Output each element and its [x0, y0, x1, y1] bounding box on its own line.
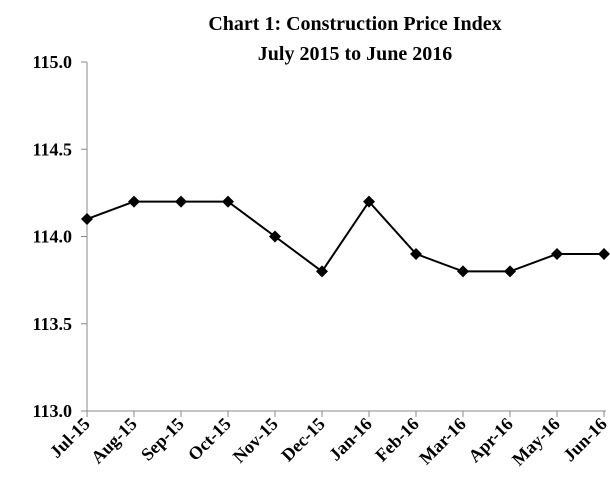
marker	[410, 247, 422, 260]
y-tick-label: 113.5	[32, 314, 72, 334]
marker	[551, 247, 563, 260]
x-tick-label: Apr-16	[464, 414, 517, 467]
marker	[504, 265, 516, 278]
marker	[363, 195, 375, 208]
x-tick-label: Aug-15	[87, 414, 141, 468]
marker	[128, 195, 140, 208]
marker	[81, 213, 93, 226]
data-line	[86, 199, 604, 273]
marker	[457, 265, 469, 278]
y-tick-label: 114.0	[32, 227, 72, 247]
y-tick-label: 114.5	[32, 139, 72, 159]
x-tick-label: Jun-16	[559, 414, 610, 466]
marker	[175, 195, 187, 208]
x-tick-label: Oct-15	[184, 414, 235, 465]
x-tick-label: Mar-16	[415, 414, 470, 469]
y-tick-label: 115.0	[32, 52, 72, 72]
marker	[598, 247, 610, 260]
marker	[269, 230, 281, 243]
marker	[316, 265, 328, 278]
x-tick-label: Jan-16	[325, 414, 376, 465]
x-tick-label: Dec-15	[277, 414, 329, 466]
x-tick-label: Feb-16	[371, 414, 423, 466]
y-tick-label: 113.0	[32, 401, 72, 421]
chart-title: Chart 1: Construction Price Index	[208, 13, 501, 35]
x-tick-label: Nov-15	[229, 414, 282, 467]
x-tick-label: May-16	[508, 414, 564, 470]
marker	[222, 195, 234, 208]
chart-subtitle: July 2015 to June 2016	[258, 43, 452, 65]
x-tick-label: Sep-15	[137, 414, 188, 465]
